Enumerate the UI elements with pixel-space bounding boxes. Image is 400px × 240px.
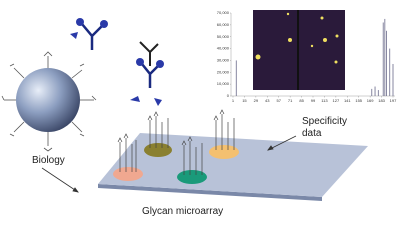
bar — [392, 63, 394, 96]
spot — [113, 167, 143, 181]
bar — [374, 86, 376, 96]
spot — [177, 170, 207, 184]
antibody-tips — [70, 18, 164, 106]
y-tick-label: 60,000 — [217, 22, 230, 27]
x-tick-label: 113 — [321, 98, 328, 103]
slide-edge — [98, 184, 322, 201]
cell — [1, 51, 97, 152]
y-tick-label: 50,000 — [217, 34, 230, 39]
x-tick-label: 183 — [378, 98, 385, 103]
arrow — [41, 135, 297, 193]
bar — [389, 48, 391, 96]
x-tick-label: 141 — [344, 98, 351, 103]
x-tick-label: 99 — [311, 98, 316, 103]
x-tick-label: 197 — [390, 98, 397, 103]
x-tick-label: 155 — [355, 98, 362, 103]
x-tick-label: 71 — [288, 98, 293, 103]
y-tick-label: 30,000 — [217, 57, 230, 62]
diagram: Biology Glycan microarray Specificity da… — [1, 10, 397, 217]
chart: 0 10,000 20,000 30,000 40,000 50,000 60,000 70,… — [217, 10, 397, 103]
x-tick-label: 43 — [265, 98, 270, 103]
antibody — [81, 23, 159, 88]
x-tick-label: 127 — [333, 98, 340, 103]
spot — [144, 143, 172, 157]
heatmap-spots — [255, 12, 339, 64]
y-tick-label: 0 — [227, 93, 230, 98]
y-tick-label: 40,000 — [217, 46, 230, 51]
bar — [382, 22, 384, 96]
label: Biology — [32, 155, 65, 166]
bar — [377, 90, 379, 96]
label: Glycan microarray — [142, 206, 223, 217]
sphere — [16, 68, 80, 132]
spot — [209, 145, 239, 159]
antibody-stem — [139, 41, 159, 66]
bar — [384, 18, 386, 96]
bar — [235, 60, 237, 96]
x-tick-label: 1 — [232, 98, 235, 103]
y-tick-label: 20,000 — [217, 69, 230, 74]
x-tick-label: 57 — [276, 98, 281, 103]
y-tick-label: 70,000 — [217, 10, 230, 15]
x-tick-label: 85 — [299, 98, 304, 103]
label: data — [302, 128, 322, 139]
x-tick-label: 29 — [254, 98, 259, 103]
x-tick-label: 15 — [242, 98, 247, 103]
label: Specificity — [302, 116, 347, 127]
glycan-strings — [117, 109, 235, 175]
x-tick-label: 169 — [367, 98, 374, 103]
bar — [386, 30, 387, 97]
y-tick-label: 10,000 — [217, 81, 230, 86]
bar — [371, 88, 373, 96]
